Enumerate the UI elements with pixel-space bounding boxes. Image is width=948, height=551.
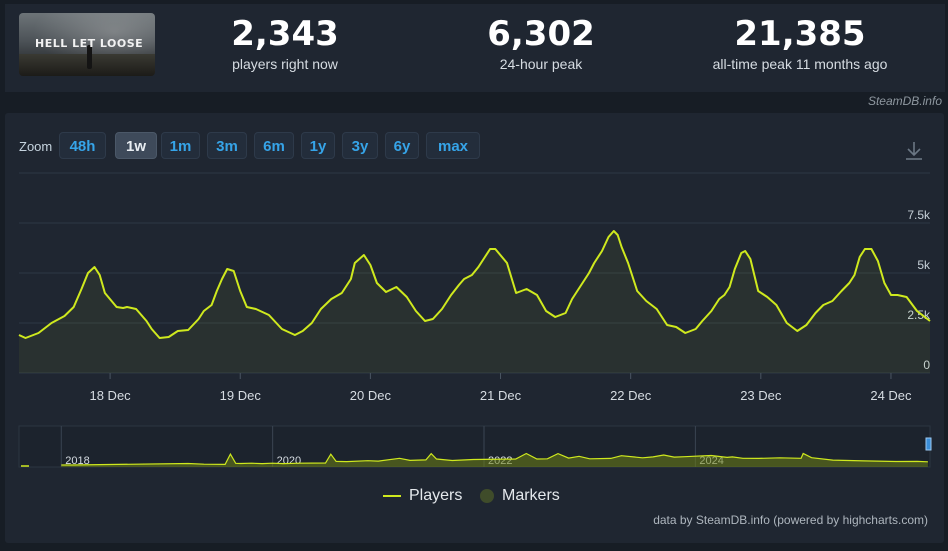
legend-dot-swatch	[480, 489, 494, 503]
players-line	[18, 230, 931, 339]
zoom-button-3y[interactable]: 3y	[342, 132, 378, 159]
logo-soldier	[87, 45, 92, 69]
highcharts-credit[interactable]: data by SteamDB.info (powered by highcha…	[653, 513, 928, 527]
legend-players[interactable]: Players	[383, 486, 462, 506]
current-players-label: players right now	[232, 56, 338, 72]
x-tick-label: 21 Dec	[480, 388, 522, 403]
chart-panel: 0 2.5k 5k 7.5k 18 Dec 19 Dec 20 Dec 21 Dec 22 De…	[5, 113, 944, 543]
legend-players-label: Players	[409, 487, 463, 504]
current-players-value: 2,343	[231, 14, 339, 54]
zoom-button-3m[interactable]: 3m	[207, 132, 247, 159]
x-tick-label: 24 Dec	[870, 388, 912, 403]
legend-markers[interactable]: Markers	[480, 486, 560, 506]
navigator-line	[61, 452, 928, 466]
x-tick-label: 18 Dec	[89, 388, 131, 403]
navigator-handle	[925, 437, 932, 451]
y-tick-label: 5k	[917, 258, 931, 272]
alltime-peak-value: 21,385	[734, 14, 866, 54]
steamdb-credit[interactable]: SteamDB.info	[867, 94, 942, 108]
peak-24h-stat: 6,302 24-hour peak	[461, 14, 621, 72]
x-tick-label: 20 Dec	[350, 388, 392, 403]
alltime-peak-label: all-time peak 11 months ago	[712, 56, 888, 72]
download-icon[interactable]	[904, 140, 924, 162]
game-logo[interactable]: HELL LET LOOSE	[19, 13, 155, 76]
player-chart: 0 2.5k 5k 7.5k 18 Dec 19 Dec 20 Dec 21 Dec 22 De…	[18, 172, 932, 468]
y-tick-label: 2.5k	[907, 308, 931, 322]
zoom-label: Zoom	[19, 139, 53, 154]
zoom-button-48h[interactable]: 48h	[59, 132, 106, 159]
peak-24h-label: 24-hour peak	[499, 56, 583, 72]
x-tick-label: 23 Dec	[740, 388, 782, 403]
navigator-year-label: 2018	[65, 455, 89, 467]
zoom-button-1y[interactable]: 1y	[301, 132, 335, 159]
peak-24h-value: 6,302	[487, 14, 595, 54]
game-logo-text: HELL LET LOOSE	[35, 37, 144, 50]
alltime-peak-stat: 21,385 all-time peak 11 months ago	[690, 14, 910, 72]
y-tick-label: 7.5k	[907, 208, 931, 222]
stats-bar: HELL LET LOOSE 2,343 players right now 6…	[5, 4, 945, 92]
zoom-button-1w[interactable]: 1w	[115, 132, 157, 159]
x-tick-label: 19 Dec	[220, 388, 262, 403]
zoom-button-6m[interactable]: 6m	[254, 132, 294, 159]
zoom-button-max[interactable]: max	[426, 132, 480, 159]
x-tick-label: 22 Dec	[610, 388, 652, 403]
legend-markers-label: Markers	[502, 487, 560, 504]
zoom-button-6y[interactable]: 6y	[385, 132, 419, 159]
current-players-stat: 2,343 players right now	[205, 14, 365, 72]
y-tick-label: 0	[923, 358, 930, 372]
legend-line-swatch	[383, 495, 401, 497]
zoom-button-1m[interactable]: 1m	[161, 132, 200, 159]
players-area	[19, 231, 930, 373]
